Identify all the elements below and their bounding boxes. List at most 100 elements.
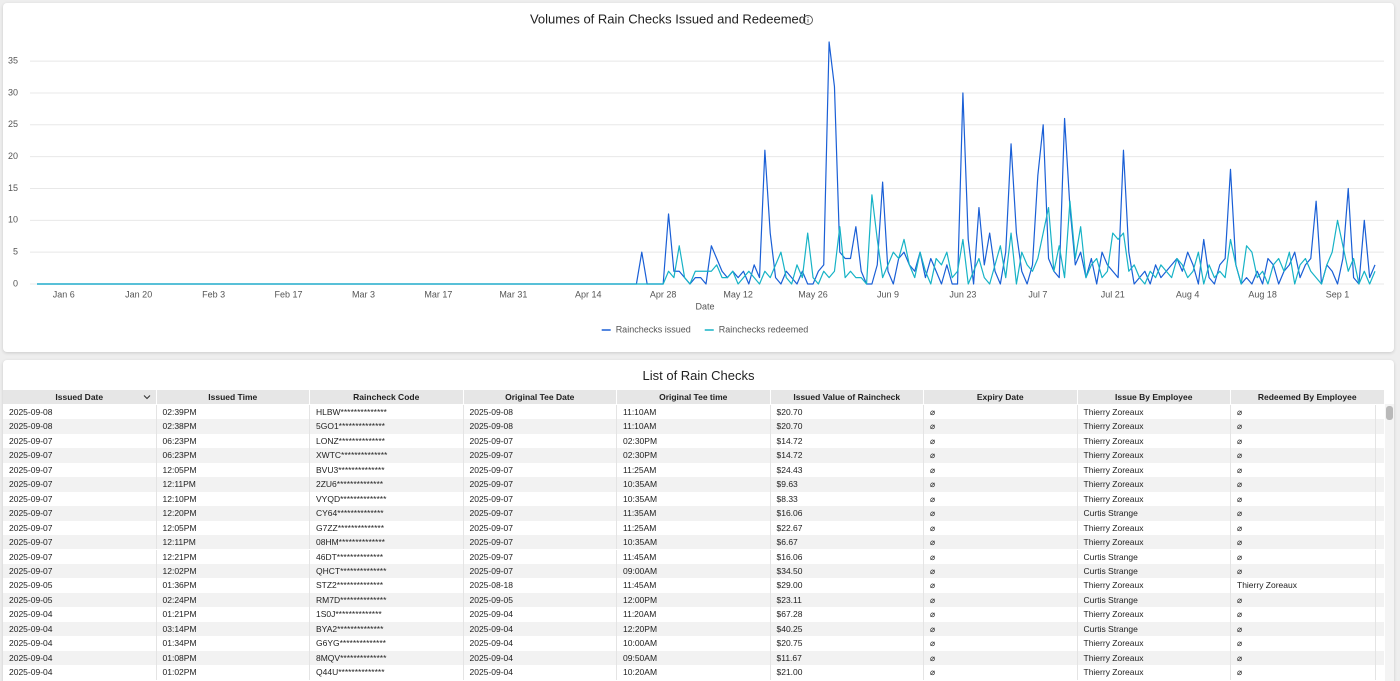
table-cell: 8MQV************** — [310, 650, 464, 666]
table-cell: 2025-09-07 — [464, 535, 617, 550]
table-row[interactable]: 2025-09-05 02:24PM RM7D************** 2025-… — [3, 592, 1384, 608]
table-cell: ⌀ — [1231, 477, 1376, 492]
table-cell: 2025-09-05 — [3, 578, 157, 593]
table-cell: ⌀ — [924, 578, 1078, 593]
table-row[interactable]: 2025-09-07 12:10PM VYQD************** 2025-… — [3, 491, 1384, 507]
table-cell: 11:45AM — [617, 549, 771, 564]
table-cell: 2025-09-07 — [3, 477, 157, 492]
table-cell: ⌀ — [924, 491, 1078, 507]
table-cell: 01:08PM — [157, 650, 310, 666]
table-cell: $29.00 — [771, 578, 924, 593]
table-cell: Curtis Strange — [1078, 506, 1231, 521]
x-tick-label: Jan 20 — [125, 289, 152, 299]
column-header: Issued Time — [156, 390, 310, 404]
table-row[interactable]: 2025-09-07 12:11PM 2ZU6************** 2025-… — [3, 477, 1384, 492]
table-row[interactable]: 2025-09-07 12:05PM BVU3************** 2025-… — [3, 462, 1384, 478]
table-cell: Thierry Zoreaux — [1078, 448, 1231, 463]
x-tick-label: Jun 9 — [877, 289, 899, 299]
table-row[interactable]: 2025-09-07 12:02PM QHCT************** 2025-… — [3, 563, 1384, 579]
table-cell: 2025-09-08 — [464, 405, 617, 420]
table-row[interactable]: 2025-09-04 01:34PM G6YG************** 2025-… — [3, 636, 1384, 651]
table-cell: $16.06 — [771, 506, 924, 521]
table-cell: 2025-09-07 — [3, 491, 157, 507]
table-cell: $9.63 — [771, 477, 924, 492]
table-cell: Thierry Zoreaux — [1078, 433, 1231, 449]
table-cell: 06:23PM — [157, 448, 310, 463]
x-axis-label: Date — [695, 301, 714, 311]
table-cell: Thierry Zoreaux — [1078, 520, 1231, 536]
table-cell: Thierry Zoreaux — [1078, 491, 1231, 507]
table-row[interactable]: 2025-09-07 12:11PM 08HM************** 2025-… — [3, 535, 1384, 550]
table-cell: 02:24PM — [157, 592, 310, 608]
scrollbar[interactable] — [1385, 404, 1394, 681]
table-row[interactable]: 2025-09-07 12:20PM CY64************** 2025-… — [3, 506, 1384, 521]
table-cell: 2025-09-07 — [3, 535, 157, 550]
table-cell: 09:00AM — [617, 563, 771, 579]
table-cell: 46DT************** — [310, 549, 464, 564]
table-cell: VYQD************** — [310, 491, 464, 507]
table-cell: ⌀ — [1231, 506, 1376, 521]
table-cell: ⌀ — [924, 592, 1078, 608]
column-header: Expiry Date — [924, 390, 1078, 404]
table-row[interactable]: 2025-09-07 12:05PM G7ZZ************** 2025-… — [3, 520, 1384, 536]
table-row[interactable]: 2025-09-08 02:39PM HLBW************** 2025-… — [3, 405, 1384, 420]
table-cell: 12:11PM — [157, 477, 310, 492]
table-row[interactable]: 2025-09-07 06:23PM XWTC************** 2025-… — [3, 448, 1384, 463]
table-cell: ⌀ — [1231, 433, 1376, 449]
x-tick-label: Aug 4 — [1176, 289, 1200, 299]
y-tick-label: 0 — [13, 278, 18, 288]
table-cell: G6YG************** — [310, 636, 464, 651]
table-cell: 2025-09-07 — [464, 448, 617, 463]
table-cell: Q44U************** — [310, 665, 464, 680]
table-cell: 10:00AM — [617, 636, 771, 651]
table-cell: 12:00PM — [617, 592, 771, 608]
table-row[interactable]: 2025-09-05 01:36PM STZ2************** 2025-… — [3, 578, 1384, 593]
table-row[interactable]: 2025-09-04 01:08PM 8MQV************** 2025-… — [3, 650, 1384, 666]
table-cell: 2ZU6************** — [310, 477, 464, 492]
table-cell: STZ2************** — [310, 578, 464, 593]
table-row[interactable]: 2025-09-08 02:38PM 5GO1************** 2025-… — [3, 419, 1384, 434]
table-row[interactable]: 2025-09-07 12:21PM 46DT************** 2025-… — [3, 549, 1384, 564]
table-cell: 2025-09-07 — [3, 563, 157, 579]
table-cell: ⌀ — [924, 477, 1078, 492]
y-tick-label: 10 — [8, 215, 18, 225]
table-cell: ⌀ — [1231, 520, 1376, 536]
table-cell: 2025-09-08 — [464, 419, 617, 434]
table-cell: HLBW************** — [310, 405, 464, 420]
table-row[interactable]: 2025-09-04 01:02PM Q44U************** 2025-… — [3, 665, 1384, 680]
table-row[interactable]: 2025-09-04 01:21PM 1S0J************** 2025-… — [3, 607, 1384, 622]
table-cell: 2025-09-07 — [464, 506, 617, 521]
table-cell: 11:10AM — [617, 405, 771, 420]
legend-label: Rainchecks issued — [616, 324, 691, 334]
scroll-thumb[interactable] — [1386, 406, 1393, 420]
table-cell: 10:35AM — [617, 477, 771, 492]
info-icon[interactable] — [803, 15, 813, 25]
sort-icon[interactable] — [143, 393, 151, 401]
x-tick-label: Aug 18 — [1248, 289, 1277, 299]
table-row[interactable]: 2025-09-07 06:23PM LONZ************** 2025-… — [3, 433, 1384, 449]
table-cell: 2025-09-07 — [3, 462, 157, 478]
table-cell: 11:25AM — [617, 520, 771, 536]
chart-title: Volumes of Rain Checks Issued and Redeem… — [530, 11, 806, 26]
table-cell: Thierry Zoreaux — [1078, 477, 1231, 492]
table-row[interactable]: 2025-09-04 03:14PM BYA2************** 2025-… — [3, 621, 1384, 637]
table-cell: ⌀ — [924, 636, 1078, 651]
table-cell: ⌀ — [924, 462, 1078, 478]
table-cell: ⌀ — [1231, 448, 1376, 463]
table-cell: ⌀ — [924, 665, 1078, 680]
table-cell: 2025-09-07 — [3, 506, 157, 521]
y-tick-label: 5 — [13, 247, 18, 257]
table-cell: ⌀ — [1231, 549, 1376, 564]
table-cell: 2025-08-18 — [464, 578, 617, 593]
table-cell: ⌀ — [924, 549, 1078, 564]
table-cell: ⌀ — [924, 448, 1078, 463]
chart-card: Volumes of Rain Checks Issued and Redeem… — [3, 3, 1394, 352]
table-cell: $22.67 — [771, 520, 924, 536]
table-cell: ⌀ — [924, 433, 1078, 449]
y-tick-label: 15 — [8, 183, 18, 193]
table-cell: ⌀ — [1231, 462, 1376, 478]
table-cell: 2025-09-04 — [464, 650, 617, 666]
table-cell: ⌀ — [1231, 665, 1376, 680]
y-tick-label: 25 — [8, 119, 18, 129]
